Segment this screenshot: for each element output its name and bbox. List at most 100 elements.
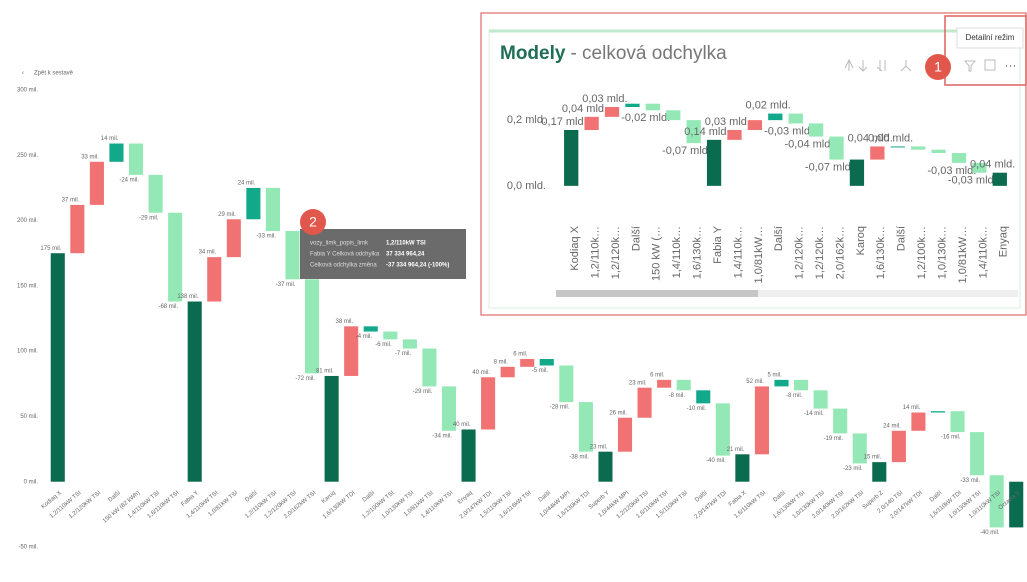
y-tick-label: 0,2 mld. bbox=[507, 114, 546, 126]
drill-up[interactable] bbox=[844, 58, 854, 71]
expand-level[interactable] bbox=[876, 60, 886, 72]
value-label: -19 mil. bbox=[823, 436, 843, 442]
value-label: -38 mil. bbox=[569, 454, 589, 460]
bar bbox=[461, 429, 476, 482]
bar bbox=[285, 231, 300, 280]
x-tick-label: 2,0/162k… bbox=[834, 226, 846, 279]
value-label: 0,14 mld. bbox=[684, 126, 729, 138]
bar bbox=[128, 143, 144, 175]
x-tick-label: 1,6/130k… bbox=[692, 226, 704, 279]
bar bbox=[992, 172, 1007, 186]
bar bbox=[951, 153, 967, 163]
inset-subtitle: - celková odchylka bbox=[570, 43, 727, 64]
bar bbox=[813, 390, 828, 409]
bar bbox=[187, 301, 202, 482]
bar bbox=[930, 411, 946, 413]
value-label: 5 mil. bbox=[767, 372, 782, 378]
tooltip-key: Celková odchylka změna bbox=[310, 263, 377, 269]
tooltip-value: 1,2/110kW TSI bbox=[386, 241, 426, 247]
x-tick-label: Další bbox=[772, 490, 787, 504]
drill-down[interactable] bbox=[858, 60, 868, 72]
x-tick-label: 1,2/100k… bbox=[916, 226, 928, 279]
bar bbox=[735, 454, 750, 482]
highlight-frame bbox=[480, 12, 1027, 316]
hierarchy[interactable] bbox=[900, 60, 912, 72]
back-link[interactable]: Zpět k sestavě bbox=[34, 71, 74, 77]
value-label: -28 mil. bbox=[550, 405, 570, 411]
value-label: 29 mil. bbox=[218, 212, 236, 218]
bar bbox=[383, 331, 398, 340]
filter-icon[interactable] bbox=[963, 60, 977, 72]
value-label: 6 mil. bbox=[650, 372, 665, 378]
bar bbox=[246, 187, 261, 220]
value-label: 0,03 mld. bbox=[705, 116, 750, 128]
value-label: 15 mil. bbox=[864, 455, 882, 461]
bar bbox=[324, 375, 339, 482]
value-label: 138 mil. bbox=[177, 294, 198, 300]
focus-icon[interactable] bbox=[984, 59, 996, 71]
y-tick-label: -50 mil. bbox=[18, 545, 38, 551]
bar bbox=[696, 390, 711, 404]
bar bbox=[747, 120, 763, 130]
inset-title: Modely bbox=[500, 43, 566, 64]
y-tick-label: 0 mil. bbox=[24, 479, 39, 485]
value-label: -33 mil. bbox=[960, 478, 980, 484]
bar bbox=[950, 411, 965, 433]
callout-badge bbox=[925, 54, 951, 80]
value-label: -10 mil. bbox=[687, 406, 707, 412]
x-tick-label: Fabia Y bbox=[712, 225, 724, 263]
x-tick-label: 1,2/120k… bbox=[814, 226, 826, 279]
value-label: -8 mil. bbox=[669, 393, 686, 399]
value-label: 40 mil. bbox=[453, 422, 471, 428]
value-label: 0,04 mld. bbox=[562, 103, 607, 115]
x-tick-label: 1,0/81kW… bbox=[753, 226, 765, 283]
value-label: 0,04 mld. bbox=[970, 159, 1015, 171]
bar bbox=[265, 187, 280, 232]
bar bbox=[833, 408, 848, 434]
bar bbox=[500, 366, 515, 378]
value-label: -4 mil. bbox=[356, 334, 373, 340]
x-tick-label: 1,0/81kW… bbox=[957, 226, 969, 283]
value-label: 81 mil. bbox=[316, 369, 334, 375]
value-label: 26 mil. bbox=[609, 410, 627, 416]
bar bbox=[931, 149, 946, 153]
scrollbar-thumb[interactable] bbox=[556, 290, 758, 297]
value-label: 33 mil. bbox=[81, 154, 99, 160]
bar bbox=[441, 386, 457, 431]
value-label: 0,04 mld. bbox=[848, 132, 893, 144]
callout-number: 2 bbox=[309, 214, 317, 230]
value-label: -24 mil. bbox=[119, 177, 139, 183]
bar bbox=[829, 136, 844, 160]
x-tick-label: Další bbox=[362, 490, 377, 504]
value-label: 23 mil. bbox=[629, 380, 647, 386]
back-arrow[interactable]: ‹ bbox=[22, 71, 24, 77]
bar bbox=[852, 433, 867, 464]
value-label: 14 mil. bbox=[903, 405, 921, 411]
value-label: -0,07 mld. bbox=[662, 145, 711, 157]
y-tick-label: 100 mil. bbox=[17, 349, 38, 355]
bar bbox=[50, 253, 65, 482]
bar bbox=[564, 130, 579, 186]
value-label: 23 mil. bbox=[590, 444, 608, 450]
value-label: -0,07 mld. bbox=[805, 161, 854, 173]
bar bbox=[617, 417, 633, 452]
bar bbox=[666, 110, 681, 121]
tooltip-key: vozy_limk_popis_limk bbox=[310, 241, 369, 247]
x-tick-label: Další bbox=[107, 490, 122, 504]
value-label: 14 mil. bbox=[101, 136, 119, 142]
x-tick-label: Další bbox=[244, 490, 259, 504]
bar bbox=[972, 162, 987, 173]
value-label: 175 mil. bbox=[40, 246, 61, 252]
y-tick-label: 300 mil. bbox=[17, 88, 38, 94]
value-label: 21 mil. bbox=[727, 447, 745, 453]
value-label: -40 mil. bbox=[980, 530, 1000, 536]
x-tick-label: Další bbox=[694, 490, 709, 504]
x-tick-label: Karoq bbox=[321, 490, 337, 505]
value-label: -16 mil. bbox=[941, 435, 961, 441]
bar bbox=[891, 430, 906, 463]
tooltip-chip bbox=[956, 27, 1024, 49]
bar bbox=[363, 326, 378, 332]
bar bbox=[970, 432, 985, 476]
callout-number: 1 bbox=[934, 59, 942, 75]
